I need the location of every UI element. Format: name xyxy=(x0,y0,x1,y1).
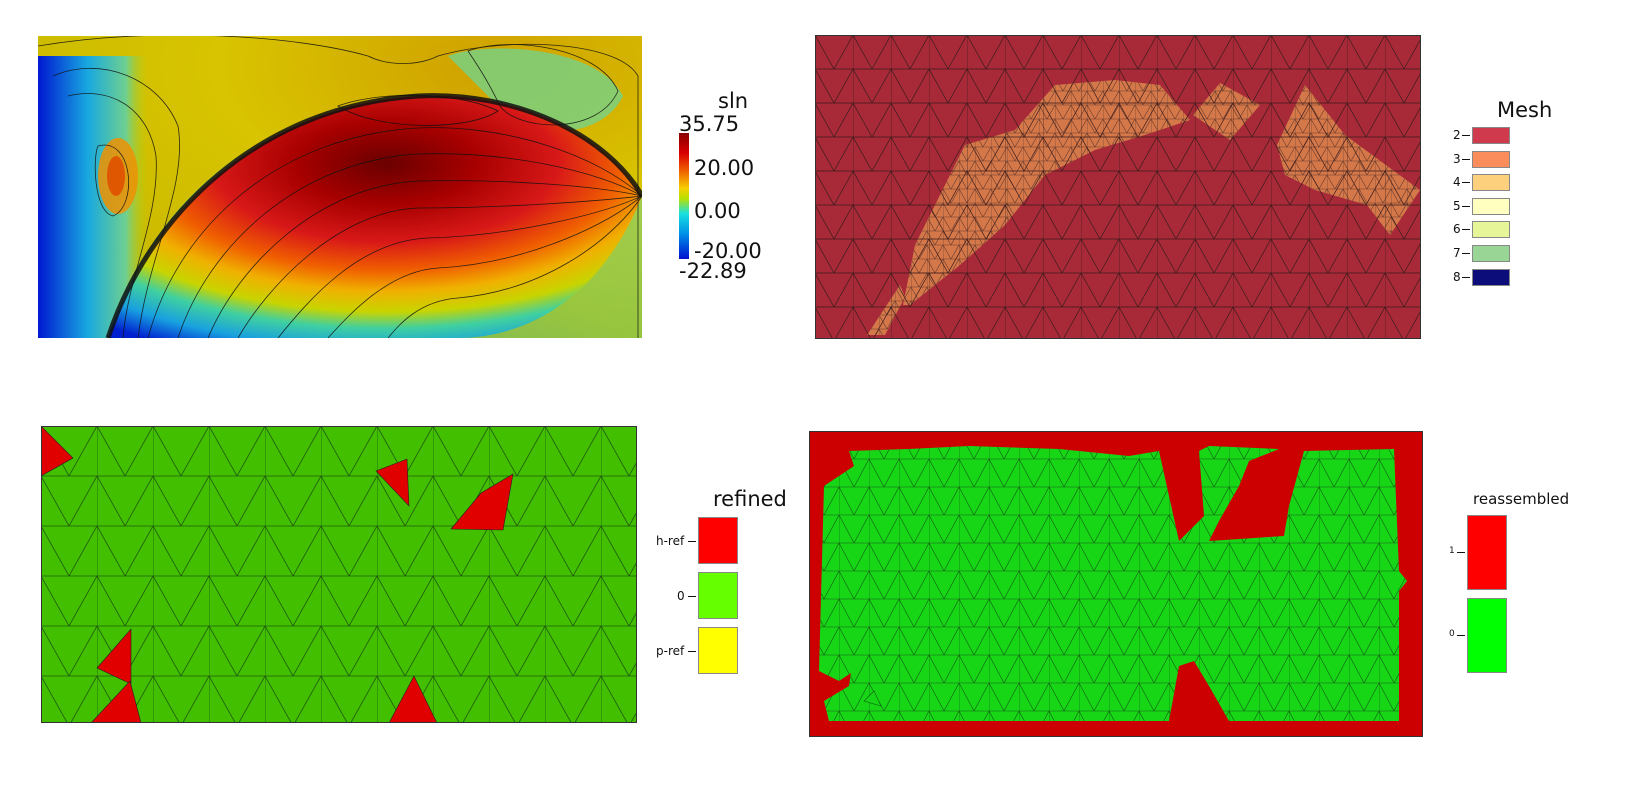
mesh-legend-tick xyxy=(1462,229,1470,230)
colorbar-tick-label: 20.00 xyxy=(694,156,755,180)
mesh-legend-label: 3 xyxy=(1453,152,1461,166)
mesh-legend-label: 6 xyxy=(1453,222,1461,236)
mesh-plot xyxy=(815,35,1421,339)
refined-legend-swatch xyxy=(698,572,738,619)
mesh-legend-label: 5 xyxy=(1453,199,1461,213)
mesh-legend-swatch xyxy=(1472,151,1510,168)
refined-legend-label: p-ref xyxy=(656,644,685,658)
mesh-legend-label: 4 xyxy=(1453,175,1461,189)
mesh-legend-label: 7 xyxy=(1453,246,1461,260)
mesh-legend-label: 8 xyxy=(1453,270,1461,284)
mesh-legend-swatch xyxy=(1472,174,1510,191)
solution-colorbar xyxy=(679,133,689,259)
reassembled-legend-swatch xyxy=(1467,515,1507,590)
refined-legend-tick xyxy=(688,651,696,652)
reassembled-legend-tick xyxy=(1457,635,1465,636)
refined-legend-label: h-ref xyxy=(656,534,685,548)
refined-legend-title: refined xyxy=(713,487,787,511)
mesh-legend-tick xyxy=(1462,277,1470,278)
mesh-legend-title: Mesh xyxy=(1497,98,1553,122)
colorbar-min-label: -22.89 xyxy=(679,259,747,283)
refined-legend-swatch xyxy=(698,627,738,674)
reassembled-legend-label: 1 xyxy=(1449,546,1455,556)
reassembled-legend-tick xyxy=(1457,552,1465,553)
mesh-legend-swatch xyxy=(1472,221,1510,238)
refined-legend-label: 0 xyxy=(677,589,685,603)
reassembled-legend-label: 0 xyxy=(1449,629,1455,639)
mesh-legend-tick xyxy=(1462,135,1470,136)
reassembled-legend-swatch xyxy=(1467,598,1507,673)
colorbar-tick-label: 0.00 xyxy=(694,199,741,223)
solution-field-plot xyxy=(38,36,642,338)
mesh-legend-tick xyxy=(1462,159,1470,160)
refined-mesh-plot xyxy=(41,426,637,723)
mesh-legend-tick xyxy=(1462,253,1470,254)
mesh-legend-label: 2 xyxy=(1453,128,1461,142)
mesh-legend-swatch xyxy=(1472,245,1510,262)
refined-legend-tick xyxy=(688,596,696,597)
refined-legend-swatch xyxy=(698,517,738,564)
mesh-legend-tick xyxy=(1462,206,1470,207)
colorbar-max-label: 35.75 xyxy=(679,112,740,136)
refined-legend-tick xyxy=(688,541,696,542)
mesh-legend-swatch xyxy=(1472,127,1510,144)
solution-legend-title: sln xyxy=(718,89,749,113)
mesh-legend-tick xyxy=(1462,182,1470,183)
reassembled-legend-title: reassembled xyxy=(1473,490,1570,508)
reassembled-mesh-plot xyxy=(809,431,1423,737)
mesh-legend-swatch xyxy=(1472,269,1510,286)
mesh-legend-swatch xyxy=(1472,198,1510,215)
colorbar-tick-label: -20.00 xyxy=(694,239,762,263)
